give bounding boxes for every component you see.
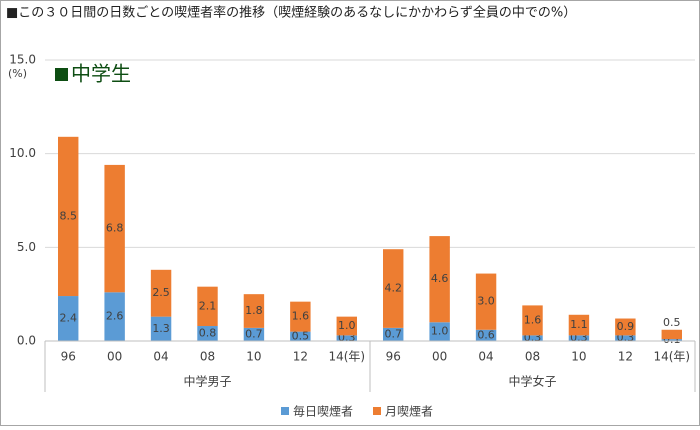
y-tick-label: 15.0 xyxy=(9,53,36,67)
x-tick-label: 96 xyxy=(386,350,401,364)
x-tick-label: 04 xyxy=(478,350,493,364)
value-label: 0.5 xyxy=(663,316,681,329)
legend-label: 月喫煙者 xyxy=(385,405,433,419)
bar-segment xyxy=(336,335,357,341)
bar-segment xyxy=(197,326,218,341)
x-tick-label: 14(年) xyxy=(653,350,690,364)
bar-segment xyxy=(104,164,125,293)
y-tick-label: 5.0 xyxy=(17,240,36,254)
value-label: 2.6 xyxy=(106,310,124,323)
value-label: 1.0 xyxy=(431,325,449,338)
chart-title: ■この３０日間の日数ごとの喫煙者率の推移（喫煙経験のあるなしにかかわらず全員の中… xyxy=(6,5,576,21)
value-label: 0.7 xyxy=(245,327,263,340)
bar-segment xyxy=(522,305,543,336)
value-label: 2.1 xyxy=(199,299,217,312)
bar-segment xyxy=(429,236,450,323)
value-label: 0.5 xyxy=(292,329,310,342)
value-label: 6.8 xyxy=(106,222,124,235)
bar-segment xyxy=(475,273,497,330)
bar-segment xyxy=(615,335,636,341)
bar-segment xyxy=(475,329,497,341)
bar-segment xyxy=(104,292,125,341)
value-label: 4.2 xyxy=(384,282,402,295)
y-tick-label: 0.0 xyxy=(17,334,36,348)
bar-segment xyxy=(243,294,265,328)
value-label: 1.6 xyxy=(524,313,542,326)
x-tick-label: 08 xyxy=(200,350,215,364)
bar-segment xyxy=(383,327,404,341)
x-tick-label: 04 xyxy=(153,350,168,364)
bar-segment xyxy=(336,316,357,336)
group-label: 中学男子 xyxy=(183,374,231,389)
x-tick-label: 10 xyxy=(246,350,261,364)
value-label: 2.5 xyxy=(152,286,170,299)
value-label: 0.8 xyxy=(199,327,217,340)
bar-segment xyxy=(615,318,636,336)
bar-segment xyxy=(58,136,79,297)
x-tick-label: 00 xyxy=(432,350,447,364)
bar-segment xyxy=(522,335,543,341)
x-tick-label: 14(年) xyxy=(328,350,365,364)
legend-swatch xyxy=(281,407,289,415)
bar-segment xyxy=(568,335,590,341)
bar-segment xyxy=(290,301,311,332)
bar-segment xyxy=(661,339,682,341)
bar-segment xyxy=(150,269,172,317)
value-label: 1.6 xyxy=(292,310,310,323)
value-label: 0.6 xyxy=(477,328,495,341)
value-label: 1.0 xyxy=(338,319,356,332)
value-label: 8.5 xyxy=(59,209,77,222)
legend-label: 毎日喫煙者 xyxy=(293,404,353,419)
value-label: 1.1 xyxy=(570,318,588,331)
x-tick-label: 12 xyxy=(293,350,308,364)
annotation: 中学生 xyxy=(71,62,131,86)
y-tick-label: 10.0 xyxy=(9,146,36,160)
bar-segment xyxy=(243,327,265,341)
x-tick-label: 10 xyxy=(571,350,586,364)
bar-segment xyxy=(383,249,404,328)
bar-segment xyxy=(290,331,311,341)
bar-segment xyxy=(197,286,218,327)
bar-segment xyxy=(150,316,172,341)
value-label: 2.4 xyxy=(59,312,77,325)
group-label: 中学女子 xyxy=(508,374,556,389)
value-label: 1.3 xyxy=(152,322,170,335)
value-label: 1.8 xyxy=(245,304,263,317)
value-label: 3.0 xyxy=(477,295,495,308)
bar-segment xyxy=(429,322,450,341)
annotation-marker xyxy=(55,68,68,81)
bar-segment xyxy=(568,314,590,336)
value-label: 4.6 xyxy=(431,272,449,285)
bar-segment xyxy=(661,329,682,340)
x-tick-label: 12 xyxy=(618,350,633,364)
x-tick-label: 08 xyxy=(525,350,540,364)
value-label: 0.7 xyxy=(384,327,402,340)
y-unit: (%) xyxy=(8,67,27,80)
bar-segment xyxy=(58,296,79,341)
value-label: 0.9 xyxy=(617,320,635,333)
x-tick-label: 96 xyxy=(61,350,76,364)
legend-swatch xyxy=(373,407,381,415)
x-tick-label: 00 xyxy=(107,350,122,364)
